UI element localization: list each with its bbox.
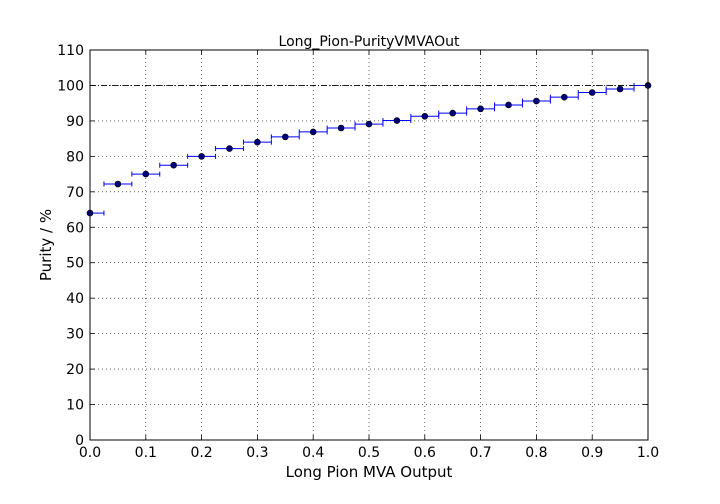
x-tick-label: 0.5 <box>358 445 380 461</box>
y-tick-label: 80 <box>66 149 84 165</box>
y-tick-label: 50 <box>66 256 84 272</box>
grid-lines <box>89 49 649 441</box>
x-tick-label: 0.8 <box>525 445 547 461</box>
y-tick-label: 110 <box>57 43 84 59</box>
data-point <box>616 85 624 93</box>
data-point <box>281 133 289 141</box>
y-tick-label: 100 <box>57 78 84 94</box>
data-point <box>449 109 457 117</box>
x-tick-label: 0.6 <box>414 445 436 461</box>
x-tick-label: 0.7 <box>469 445 491 461</box>
data-point <box>533 97 540 105</box>
data-point <box>505 101 512 109</box>
data-point <box>142 170 150 178</box>
x-tick-label: 0.4 <box>302 445 324 461</box>
y-tick-label: 20 <box>66 362 84 378</box>
y-tick-label: 70 <box>66 185 84 201</box>
data-points <box>86 82 652 217</box>
data-point <box>477 105 484 113</box>
data-point <box>309 128 317 136</box>
data-point <box>421 113 429 120</box>
y-tick-label: 0 <box>75 433 84 449</box>
x-tick-label: 1.0 <box>637 445 659 461</box>
y-tick-label: 60 <box>66 220 84 236</box>
data-point <box>226 145 233 152</box>
y-tick-labels: 0 10 20 30 40 50 60 70 80 90 100 110 <box>57 43 84 449</box>
y-tick-label: 90 <box>66 114 84 130</box>
x-tick-labels: 0.0 0.1 0.2 0.3 0.4 0.5 0.6 0.7 0.8 0.9 1.0 <box>79 445 659 461</box>
data-point <box>588 89 596 96</box>
data-point <box>198 153 205 160</box>
x-tick-label: 0.3 <box>246 445 268 461</box>
ticks <box>89 49 649 441</box>
x-axis-label: Long Pion MVA Output <box>286 463 453 481</box>
y-tick-label: 40 <box>66 291 84 307</box>
data-point <box>393 117 401 124</box>
y-axis-label: Purity / % <box>37 209 55 281</box>
x-tick-label: 0.2 <box>190 445 212 461</box>
data-point <box>254 138 261 146</box>
y-tick-label: 10 <box>66 398 84 414</box>
data-point <box>560 93 568 101</box>
data-point <box>337 124 345 132</box>
x-tick-label: 0.9 <box>581 445 603 461</box>
x-tick-label: 0.0 <box>79 445 101 461</box>
y-tick-label: 30 <box>66 327 84 343</box>
x-tick-label: 0.1 <box>135 445 157 461</box>
data-point <box>170 161 177 169</box>
chart-title: Long_Pion-PurityVMVAOut <box>279 34 460 50</box>
data-point <box>365 120 373 128</box>
data-point <box>114 180 122 188</box>
